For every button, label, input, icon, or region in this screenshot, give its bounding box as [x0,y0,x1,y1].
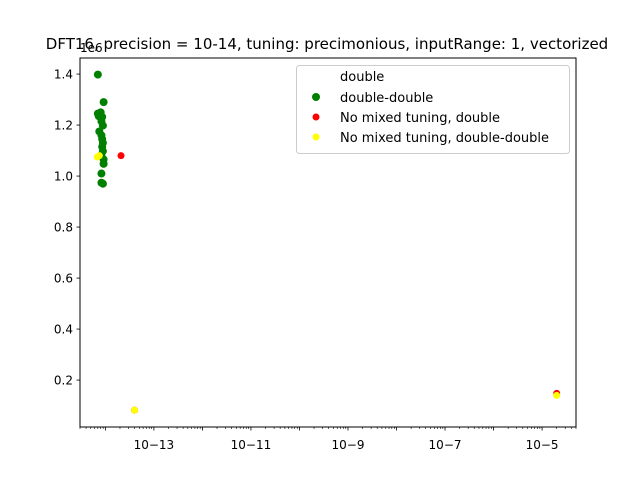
legend-label: No mixed tuning, double-double [340,131,549,146]
y-tick-label: 0.2 [54,374,73,388]
y-tick-label: 1.0 [54,170,73,184]
legend-marker [312,93,320,101]
legend: double double-double No mixed tuning, dou… [296,65,570,154]
data-point-0 [97,169,106,178]
axes-frame [79,57,577,428]
data-point-0 [98,121,107,130]
data-point-1 [117,152,125,160]
data-point-2 [553,391,561,399]
legend-box [296,65,570,154]
legend-label: No mixed tuning, double [340,111,500,126]
data-point-2 [95,152,103,160]
data-point-0 [98,179,107,188]
chart-title: DFT16, precision = 10-14, tuning: precim… [46,35,608,53]
plot-area [93,70,561,414]
legend-marker [312,133,320,141]
y-offset-label: 1e6 [80,41,103,55]
data-point-2 [131,406,139,414]
legend-header: double [340,70,384,85]
legend-label: double-double [340,91,433,106]
x-tick-label: 10−13 [134,438,175,452]
x-tick-label: 10−7 [429,438,462,452]
x-tick-label: 10−5 [526,438,559,452]
y-tick-label: 0.6 [54,272,73,286]
legend-marker [312,113,320,121]
x-tick-label: 10−11 [231,438,272,452]
x-tick-label: 10−9 [332,438,365,452]
y-tick-label: 1.4 [54,68,73,82]
data-point-0 [99,98,108,107]
data-point-0 [99,159,108,168]
y-tick-label: 1.2 [54,119,73,133]
y-tick-label: 0.8 [54,221,73,235]
data-point-0 [93,70,102,79]
y-tick-label: 0.4 [54,323,73,337]
